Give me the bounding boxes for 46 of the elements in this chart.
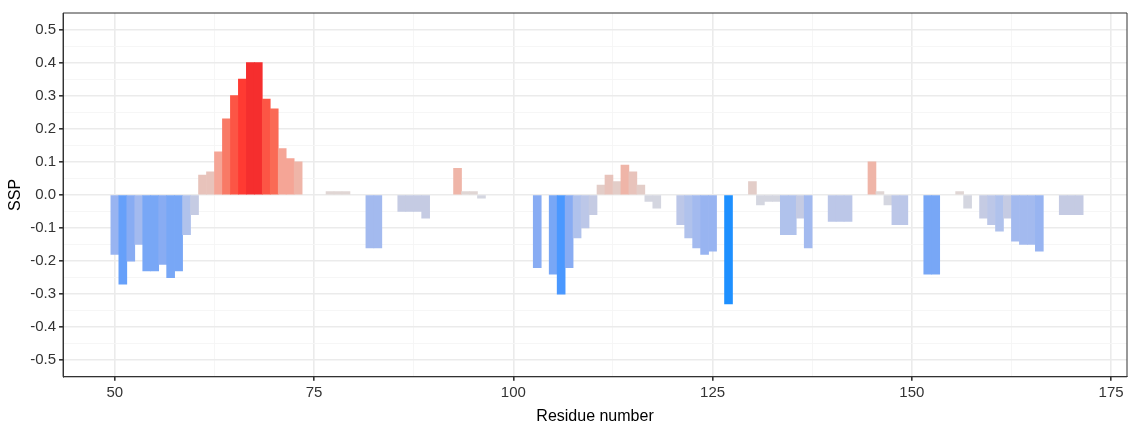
bar [1003,195,1012,219]
bar [795,195,805,219]
y-tick-label: -0.5 [30,350,57,368]
bar [548,195,558,275]
x-tick-label: 150 [899,382,925,400]
bar [222,118,231,195]
bar [724,195,733,305]
bar [269,108,279,195]
y-tick-label: 0.5 [35,19,57,37]
x-tick-label: 125 [700,382,726,400]
bar [612,181,622,195]
bar [126,195,136,262]
x-tick-label: 100 [500,382,526,400]
bar [190,195,199,216]
bar [867,161,877,195]
y-tick-label: 0.2 [35,118,57,136]
y-tick-label: 0.3 [35,85,57,103]
bar [182,195,191,235]
bar [453,168,462,195]
y-tick-label: 0.1 [35,151,57,169]
y-tick-label: -0.2 [30,251,57,269]
bar [620,164,630,195]
bar [214,151,223,195]
bar [158,195,167,265]
x-tick-label: 175 [1098,382,1124,400]
x-axis-title: Residue number [536,406,655,424]
bar [293,161,303,195]
bar [134,195,144,245]
bar [628,171,638,195]
y-tick-label: -0.1 [30,218,57,236]
bar [564,195,574,268]
bar [556,195,566,295]
x-tick-label: 50 [106,382,124,400]
y-tick-label: -0.4 [30,317,57,335]
bar [803,195,813,249]
bar [230,95,239,195]
y-tick-label: 0.0 [35,185,57,203]
y-tick-label: -0.3 [30,284,57,302]
bar [883,195,893,206]
bar [748,181,757,195]
bar [261,98,271,195]
y-tick-label: 0.4 [35,52,57,70]
bar [110,195,120,255]
x-tick-label: 75 [305,382,323,400]
bar [532,195,542,268]
y-axis-title: SSP [6,178,24,211]
